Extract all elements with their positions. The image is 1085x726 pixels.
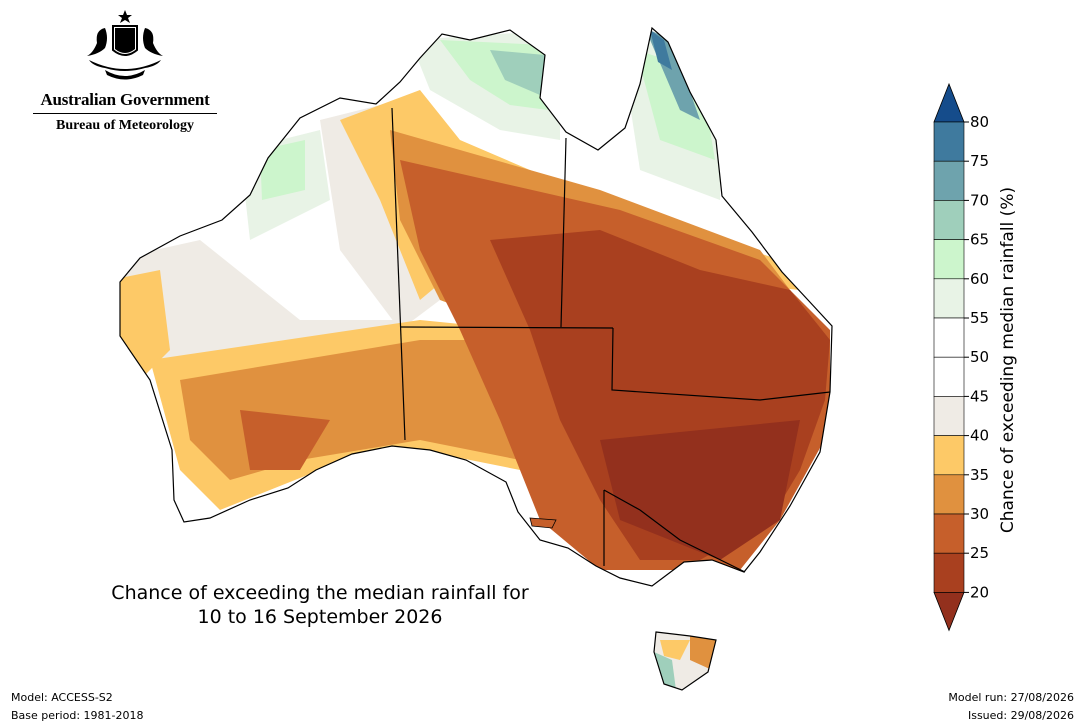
colorbar-segment	[933, 474, 965, 515]
bureau-name: Bureau of Meteorology	[56, 118, 194, 133]
government-name: Australian Government	[40, 90, 210, 109]
map-title-line-1: Chance of exceeding the median rainfall …	[111, 582, 529, 604]
colorbar-tick-label: 60	[970, 270, 989, 288]
colorbar-segment	[933, 239, 965, 280]
colorbar-segment	[933, 435, 965, 476]
colorbar-tick-label: 65	[970, 231, 989, 249]
colorbar-tick-label: 20	[970, 583, 989, 601]
coat-of-arms-icon	[87, 10, 163, 80]
colorbar-tick-label: 75	[970, 152, 989, 170]
colorbar-tick-label: 45	[970, 387, 989, 405]
colorbar-segment	[933, 160, 965, 201]
colorbar-segment	[933, 200, 965, 240]
colorbar-segment	[933, 356, 965, 397]
colorbar-under-triangle	[933, 592, 965, 632]
header-divider	[33, 113, 217, 114]
model-run-label: Model run: 27/08/2026	[948, 691, 1074, 704]
colorbar-tick-label: 30	[970, 505, 989, 523]
tasmania-coastline	[653, 631, 717, 691]
colorbar-segment	[933, 513, 965, 554]
colorbar-tick-label: 35	[970, 466, 989, 484]
colorbar-segment	[933, 396, 965, 436]
footer-right: Model run: 27/08/2026 Issued: 29/08/2026	[948, 689, 1074, 725]
colorbar-segment	[933, 121, 965, 162]
colorbar-segment	[933, 317, 965, 358]
colorbar-legend: 80 75 70 65 60 55 50 45 40 35 30 25 20	[933, 82, 989, 632]
colorbar-tick-label: 55	[970, 309, 989, 327]
colorbar-tick-label: 50	[970, 348, 989, 366]
colorbar-segment	[933, 552, 965, 593]
colorbar-title-text: Chance of exceeding median rainfall (%)	[998, 186, 1018, 534]
colorbar-tick-label: 25	[970, 544, 989, 562]
mainland-coastline	[119, 26, 833, 587]
mainland-rainfall-field	[120, 28, 832, 586]
colorbar-segment	[933, 278, 965, 319]
bom-logo: Australian Government Bureau of Meteorol…	[20, 8, 230, 143]
footer-left: Model: ACCESS-S2 Base period: 1981-2018	[11, 689, 143, 725]
base-period-label: Base period: 1981-2018	[11, 709, 144, 722]
colorbar-over-triangle	[933, 82, 965, 123]
kangaroo-island	[529, 517, 557, 529]
map-title: Chance of exceeding the median rainfall …	[60, 581, 580, 629]
colorbar-tick-label: 80	[970, 113, 989, 131]
colorbar-tick-label: 70	[970, 191, 989, 209]
map-title-line-2: 10 to 16 September 2026	[197, 606, 443, 628]
state-borders	[391, 107, 831, 573]
model-label: Model: ACCESS-S2	[11, 691, 113, 704]
rainfall-outlook-map	[119, 26, 833, 691]
colorbar-tick-label: 40	[970, 427, 989, 445]
issued-label: Issued: 29/08/2026	[967, 709, 1074, 722]
